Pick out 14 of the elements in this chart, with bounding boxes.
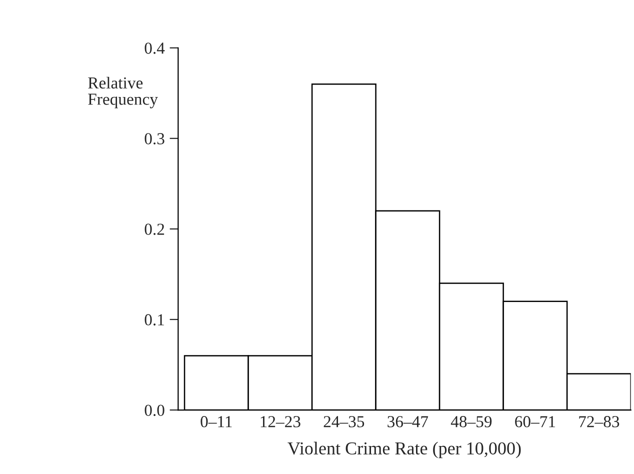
y-tick-label: 0.4 <box>144 42 165 54</box>
x-tick-label: 12–23 <box>260 416 300 428</box>
x-tick-label: 24–35 <box>324 416 364 428</box>
y-tick-label: 0.0 <box>144 404 164 416</box>
x-tick-label: 72–83 <box>579 416 620 428</box>
x-tick-label: 0–11 <box>200 416 232 428</box>
x-tick-label: 60–71 <box>515 416 556 428</box>
x-axis-title: Violent Crime Rate (per 10,000) <box>288 442 521 458</box>
x-tick-label: 36–47 <box>388 416 428 428</box>
y-tick-label: 0.2 <box>144 224 164 235</box>
y-tick-label: 0.3 <box>144 133 164 144</box>
y-tick-label: 0.1 <box>144 314 164 326</box>
y-axis-title: Relative Frequency <box>88 76 158 108</box>
x-tick-label: 48–59 <box>450 416 492 428</box>
